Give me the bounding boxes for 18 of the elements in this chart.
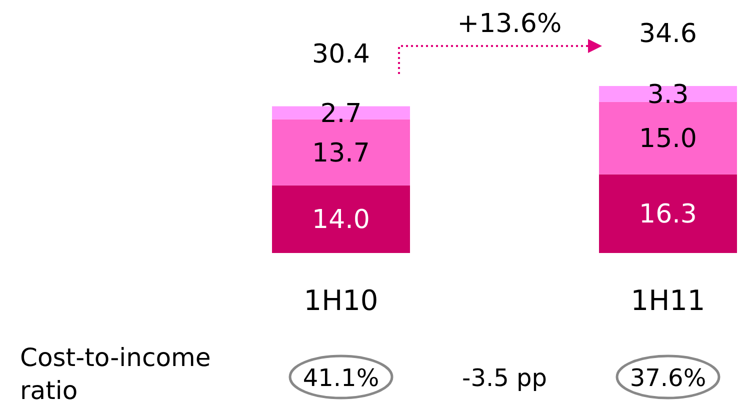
data-label: 14.0 <box>312 205 370 236</box>
text: 37.6% <box>630 364 706 392</box>
total-label: 34.6 <box>639 19 697 49</box>
bar <box>272 185 410 253</box>
bar <box>599 102 737 174</box>
data-label: 3.3 <box>647 80 689 110</box>
x-tick-label: 1H10 <box>304 284 378 317</box>
text: +13.6% <box>457 9 562 39</box>
total-label: 30.4 <box>312 39 370 70</box>
data-label: 15.0 <box>639 124 697 154</box>
text: -3.5 pp <box>462 364 547 392</box>
data-label: 13.7 <box>312 138 370 168</box>
data-label: 2.7 <box>320 98 362 129</box>
x-tick-label: 1H11 <box>630 284 706 317</box>
bar <box>599 174 737 253</box>
data-label: 16.3 <box>639 200 697 230</box>
text: Cost-to-income ratio <box>20 343 211 405</box>
text: 41.1% <box>302 364 380 392</box>
